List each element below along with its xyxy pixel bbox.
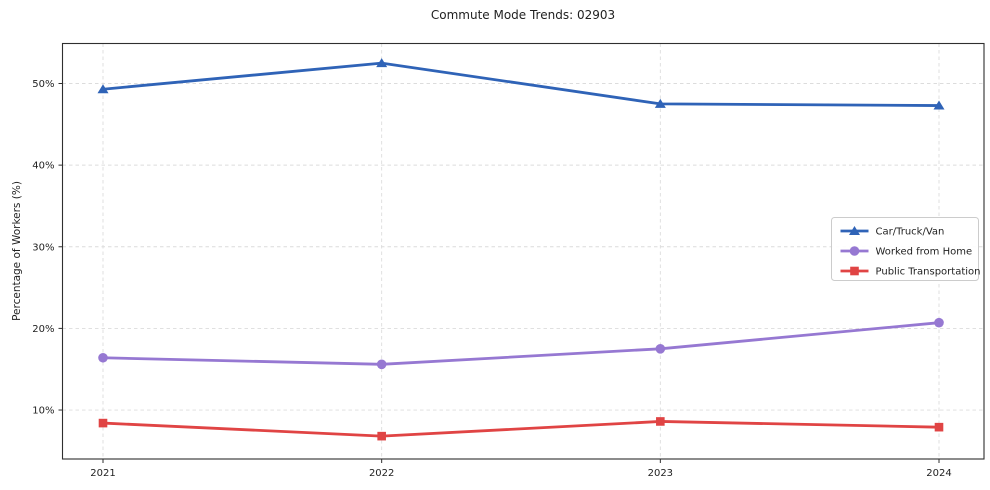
x-tick-label: 2023: [648, 468, 673, 479]
data-point-worked-from-home-2023: [655, 343, 666, 354]
data-point-car-truck-van-2023: [654, 98, 666, 108]
axes-box: [61, 42, 985, 460]
legend-label-car-truck-van: Car/Truck/Van: [876, 227, 945, 238]
data-point-worked-from-home-2021: [98, 352, 108, 363]
data-point-car-truck-van-2024: [933, 100, 945, 110]
legend-label-public-transportation: Public Transportation: [876, 267, 981, 278]
plot-background: [62, 43, 984, 459]
data-point-car-truck-van-2022: [376, 58, 388, 68]
y-tick-label: 50%: [32, 79, 54, 90]
legend-box: [831, 217, 979, 281]
legend-marker-public-transportation: [850, 266, 859, 276]
chart-title: Commute Mode Trends: 02903: [430, 8, 616, 22]
series-line-worked-from-home: [101, 321, 941, 366]
series-line-car-truck-van: [101, 61, 941, 107]
y-axis-label: Percentage of Workers (%): [11, 181, 23, 321]
data-point-public-transportation-2021: [98, 418, 108, 428]
data-point-public-transportation-2022: [377, 431, 386, 441]
y-tick-label: 40%: [32, 161, 54, 172]
legend-label-worked-from-home: Worked from Home: [876, 247, 973, 258]
y-tick-label: 10%: [32, 406, 54, 417]
series-line-public-transportation: [101, 420, 941, 438]
data-point-worked-from-home-2024: [934, 317, 944, 328]
data-point-public-transportation-2023: [656, 417, 665, 426]
x-tick-label: 2022: [369, 468, 394, 479]
data-point-car-truck-van-2021: [97, 84, 109, 94]
data-point-worked-from-home-2022: [376, 359, 387, 370]
legend-marker-car-truck-van: [849, 226, 860, 235]
data-point-public-transportation-2024: [934, 422, 944, 432]
x-tick-label: 2024: [926, 468, 951, 479]
y-tick-label: 20%: [32, 324, 54, 335]
x-tick-label: 2021: [90, 468, 115, 479]
y-tick-label: 30%: [32, 242, 54, 253]
legend-marker-worked-from-home: [849, 246, 860, 256]
